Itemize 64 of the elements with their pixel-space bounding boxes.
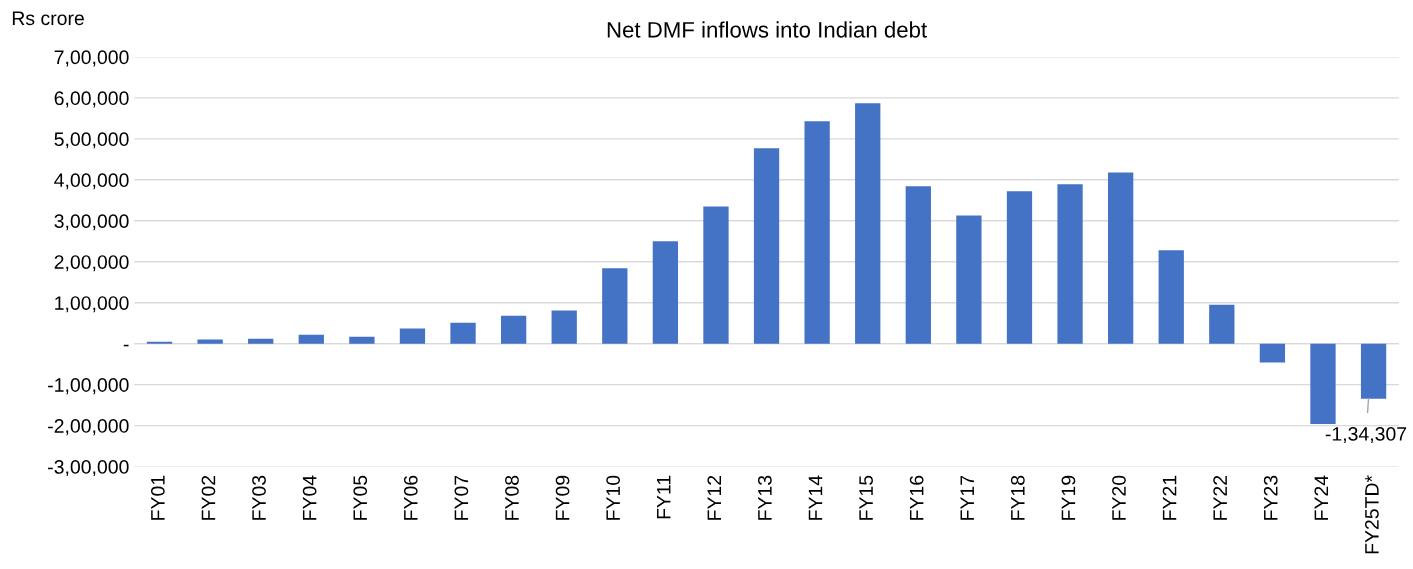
bar <box>399 328 426 344</box>
bar <box>248 338 274 344</box>
x-tick-label: FY13 <box>758 475 772 520</box>
bar <box>703 206 729 344</box>
x-tick-label: FY18 <box>1010 475 1025 520</box>
bar <box>804 121 830 344</box>
x-tick-label: FY16 <box>909 475 924 520</box>
bar <box>1259 343 1286 363</box>
y-tick-label: 6,00,000 <box>54 91 129 108</box>
bar <box>956 215 982 344</box>
annotation: -1,34,307 <box>1325 427 1407 444</box>
bar <box>905 186 931 344</box>
bar <box>1158 250 1184 344</box>
y-tick-label: -1,00,000 <box>48 378 129 395</box>
bar <box>1006 191 1033 344</box>
bar <box>602 268 628 344</box>
x-tick-label: FY19 <box>1061 475 1076 520</box>
bar <box>652 241 679 344</box>
bar <box>197 339 223 344</box>
x-tick-label: FY14 <box>808 475 823 520</box>
bar <box>855 103 881 344</box>
bar <box>500 315 527 344</box>
y-tick-label: 7,00,000 <box>54 50 129 67</box>
bar <box>1057 184 1083 344</box>
x-tick-label: FY04 <box>302 475 317 520</box>
bar <box>1108 172 1134 344</box>
bar <box>450 322 476 344</box>
x-tick-label: FY15 <box>859 475 873 520</box>
y-tick-label: 4,00,000 <box>54 173 129 190</box>
x-tick-label: FY10 <box>606 475 621 520</box>
x-tick-label: FY21 <box>1162 475 1177 520</box>
x-tick-label: FY05 <box>353 475 368 520</box>
x-tick-label: FY02 <box>201 475 216 520</box>
x-tick-label: FY23 <box>1263 475 1278 520</box>
bar <box>146 341 173 344</box>
x-tick-label: FY01 <box>150 475 165 520</box>
x-tick-label: FY25TD* <box>1365 475 1379 554</box>
x-tick-label: FY12 <box>707 475 721 520</box>
y-tick-label: 1,00,000 <box>55 296 129 313</box>
bar <box>349 336 375 344</box>
bar <box>551 310 577 344</box>
y-axis-title: Rs crore <box>12 11 84 26</box>
y-tick-label: 2,00,000 <box>54 255 129 272</box>
x-tick-label: FY11 <box>657 475 671 519</box>
y-tick-label: - <box>123 344 129 347</box>
x-tick-label: FY03 <box>252 475 266 520</box>
x-tick-label: FY07 <box>454 475 469 520</box>
y-tick-label: -3,00,000 <box>48 460 129 477</box>
bar <box>298 334 324 344</box>
x-tick-label: FY22 <box>1213 475 1227 520</box>
bar <box>1310 343 1336 424</box>
x-tick-label: FY09 <box>555 475 570 520</box>
x-tick-label: FY20 <box>1112 475 1126 520</box>
x-tick-label: FY08 <box>505 475 519 520</box>
y-tick-label: -2,00,000 <box>48 419 129 436</box>
bar <box>1209 304 1235 344</box>
x-tick-label: FY17 <box>960 475 974 520</box>
chart-title: Net DMF inflows into Indian debt <box>607 21 927 38</box>
x-tick-label: FY06 <box>403 475 418 520</box>
bar <box>753 148 780 344</box>
y-tick-label: 3,00,000 <box>54 214 129 231</box>
y-tick-label: 5,00,000 <box>54 132 129 149</box>
x-tick-label: FY24 <box>1314 475 1329 520</box>
bar <box>1360 343 1387 399</box>
